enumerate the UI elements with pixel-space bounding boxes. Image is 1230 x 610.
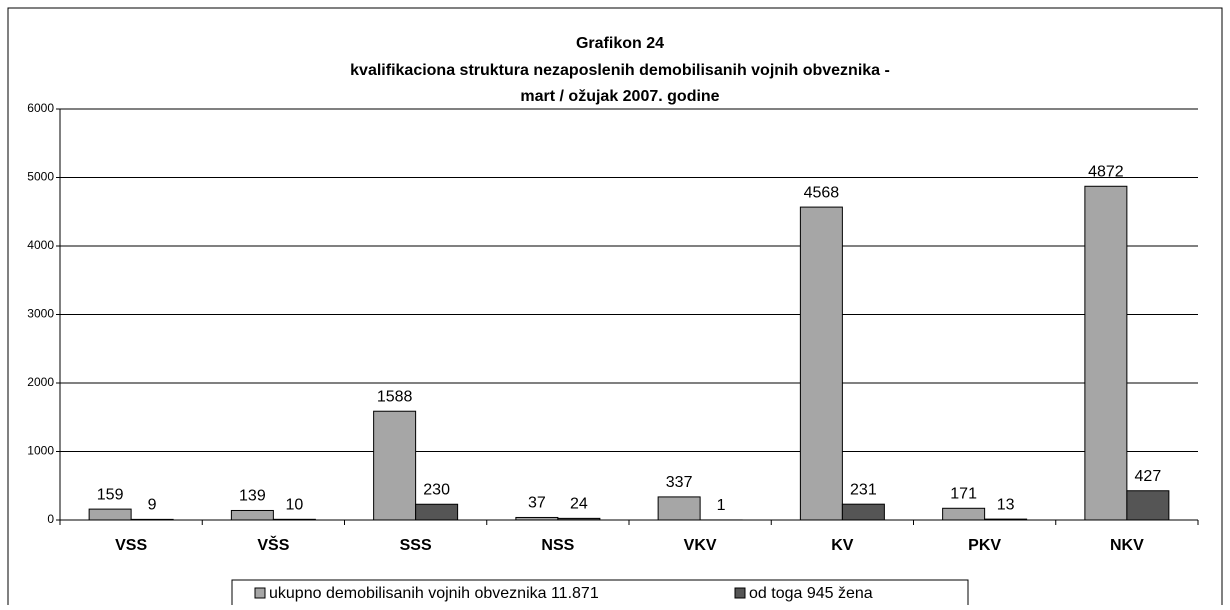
bar — [1127, 491, 1169, 520]
x-tick-label: VŠS — [257, 535, 289, 554]
legend-swatch — [255, 588, 265, 598]
x-tick-label: VSS — [115, 537, 147, 554]
bar — [658, 497, 700, 520]
chart-title: mart / ožujak 2007. godine — [520, 88, 719, 105]
data-label: 159 — [97, 486, 124, 503]
bar — [89, 509, 131, 520]
x-tick-label: KV — [831, 537, 854, 554]
y-tick-label: 4000 — [27, 238, 54, 252]
data-label: 1 — [717, 497, 726, 514]
bar — [231, 510, 273, 520]
bar — [374, 411, 416, 520]
data-label: 4568 — [804, 184, 840, 201]
data-label: 139 — [239, 488, 266, 505]
data-label: 10 — [285, 497, 303, 514]
y-tick-label: 6000 — [27, 101, 54, 115]
legend-swatch — [735, 588, 745, 598]
x-tick-label: NKV — [1110, 537, 1144, 554]
x-tick-label: PKV — [968, 537, 1001, 554]
bar — [558, 518, 600, 520]
bar — [273, 519, 315, 520]
data-label: 230 — [423, 481, 450, 498]
data-label: 171 — [950, 486, 977, 503]
bar — [985, 519, 1027, 520]
bar — [516, 517, 558, 520]
data-label: 37 — [528, 495, 546, 512]
bar — [943, 508, 985, 520]
x-tick-label: NSS — [541, 537, 574, 554]
y-tick-label: 5000 — [27, 170, 54, 184]
data-label: 231 — [850, 481, 877, 498]
data-label: 337 — [666, 474, 693, 491]
legend-label: ukupno demobilisanih vojnih obveznika 11… — [269, 585, 599, 602]
data-label: 427 — [1135, 468, 1162, 485]
chart-title: Grafikon 24 — [576, 35, 664, 52]
data-label: 13 — [997, 496, 1015, 513]
data-label: 1588 — [377, 388, 413, 405]
y-tick-label: 0 — [47, 512, 54, 526]
bar — [1085, 186, 1127, 520]
bar — [416, 504, 458, 520]
x-tick-label: VKV — [684, 537, 717, 554]
y-tick-label: 2000 — [27, 375, 54, 389]
chart-title: kvalifikaciona struktura nezaposlenih de… — [350, 62, 890, 79]
data-label: 24 — [570, 496, 588, 513]
bar — [131, 519, 173, 520]
legend-label: od toga 945 žena — [749, 585, 873, 602]
bar — [800, 207, 842, 520]
y-tick-label: 1000 — [27, 444, 54, 458]
data-label: 4872 — [1088, 163, 1124, 180]
y-tick-label: 3000 — [27, 307, 54, 321]
data-label: 9 — [148, 497, 157, 514]
x-tick-label: SSS — [400, 537, 432, 554]
bar — [842, 504, 884, 520]
